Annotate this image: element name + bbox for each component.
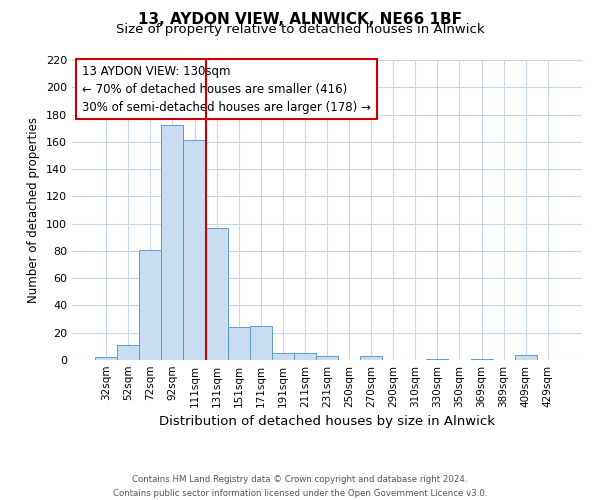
Bar xyxy=(316,356,338,360)
Y-axis label: Number of detached properties: Number of detached properties xyxy=(28,117,40,303)
Bar xyxy=(272,353,294,360)
Bar xyxy=(184,140,206,360)
Bar xyxy=(427,358,448,360)
Bar xyxy=(206,228,227,360)
Text: Size of property relative to detached houses in Alnwick: Size of property relative to detached ho… xyxy=(116,22,484,36)
Bar xyxy=(360,356,382,360)
Bar xyxy=(515,354,537,360)
Bar xyxy=(250,326,272,360)
Bar xyxy=(139,250,161,360)
Bar xyxy=(117,345,139,360)
Bar xyxy=(470,358,493,360)
Text: Contains HM Land Registry data © Crown copyright and database right 2024.
Contai: Contains HM Land Registry data © Crown c… xyxy=(113,476,487,498)
Bar xyxy=(161,126,184,360)
Text: 13, AYDON VIEW, ALNWICK, NE66 1BF: 13, AYDON VIEW, ALNWICK, NE66 1BF xyxy=(138,12,462,28)
X-axis label: Distribution of detached houses by size in Alnwick: Distribution of detached houses by size … xyxy=(159,416,495,428)
Bar xyxy=(95,358,117,360)
Bar xyxy=(227,328,250,360)
Text: 13 AYDON VIEW: 130sqm
← 70% of detached houses are smaller (416)
30% of semi-det: 13 AYDON VIEW: 130sqm ← 70% of detached … xyxy=(82,64,371,114)
Bar xyxy=(294,353,316,360)
